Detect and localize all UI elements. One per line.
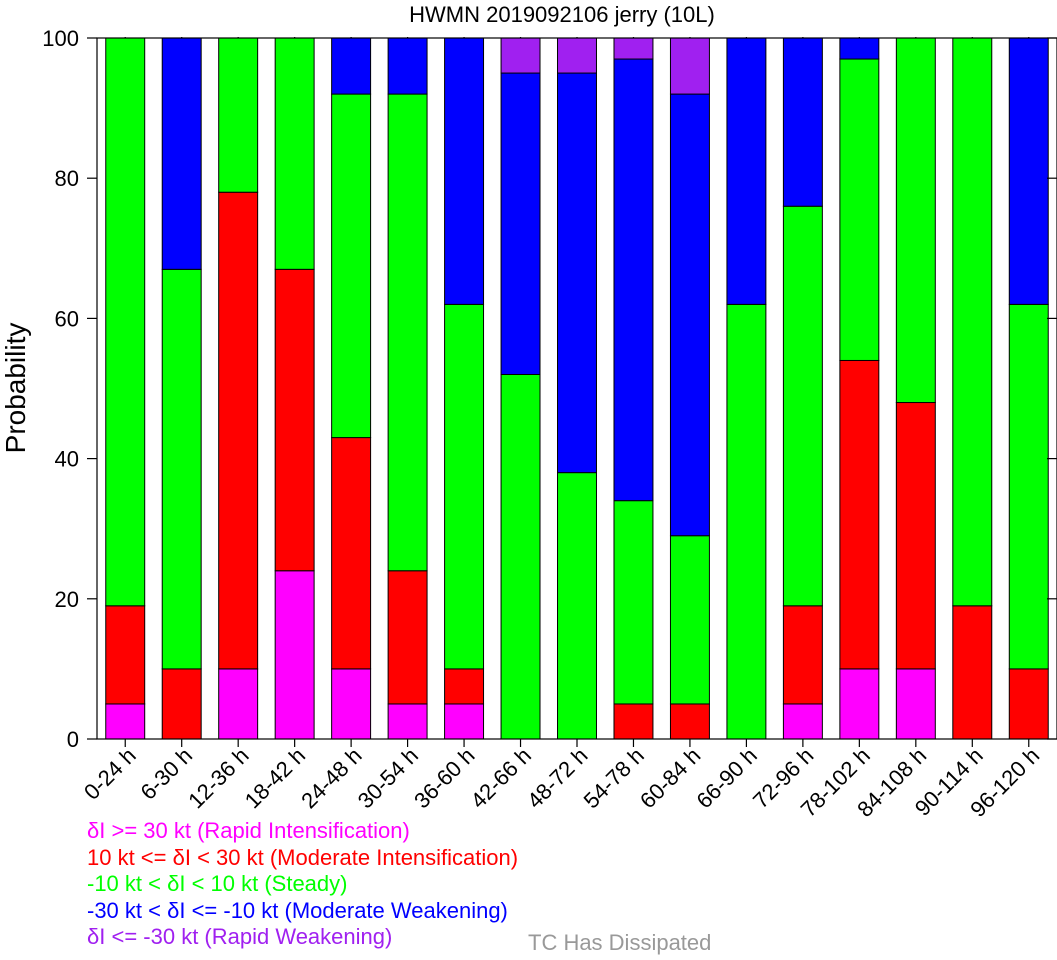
y-axis-label: Probability bbox=[0, 323, 31, 454]
bar-segment-9-3 bbox=[557, 472, 597, 740]
bar-segment-12-3 bbox=[726, 303, 767, 740]
bar-segment-4-2 bbox=[274, 268, 315, 572]
legend-entry-moderate-weakening: -30 kt < δI <= -10 kt (Moderate Weakenin… bbox=[87, 897, 508, 923]
bar-segment-6-1 bbox=[387, 703, 428, 740]
bar-segment-10-3 bbox=[613, 500, 654, 705]
bar-segment-5-4 bbox=[331, 37, 372, 95]
y-tick-label: 20 bbox=[55, 587, 79, 612]
bar-segment-1-3 bbox=[105, 37, 146, 607]
legend-entry-tc-dissipated: TC Has Dissipated bbox=[528, 930, 712, 955]
bar-segment-7-4 bbox=[444, 37, 485, 305]
bars-layer bbox=[105, 37, 1049, 740]
bar-segment-11-2 bbox=[669, 703, 710, 740]
bar-segment-15-2 bbox=[895, 402, 936, 670]
bar-segment-9-5 bbox=[557, 37, 597, 74]
bar-segment-9-4 bbox=[557, 72, 597, 474]
y-tick-label: 100 bbox=[42, 26, 79, 51]
y-tick-label: 80 bbox=[55, 166, 79, 191]
bar-segment-2-3 bbox=[161, 268, 202, 670]
bar-segment-7-1 bbox=[444, 703, 485, 740]
legend-entry-rapid-intensification: δI >= 30 kt (Rapid Intensification) bbox=[87, 818, 410, 843]
legend: δI >= 30 kt (Rapid Intensification) 10 k… bbox=[87, 818, 518, 951]
bar-segment-16-3 bbox=[952, 37, 993, 607]
bar-segment-3-3 bbox=[218, 37, 259, 193]
bar-segment-2-4 bbox=[161, 37, 202, 270]
bar-segment-13-1 bbox=[782, 703, 823, 740]
bar-segment-5-2 bbox=[331, 437, 372, 670]
bar-segment-7-2 bbox=[444, 668, 485, 705]
bar-segment-11-3 bbox=[669, 535, 710, 705]
legend-entry-moderate-intensification: 10 kt <= δI < 30 kt (Moderate Intensific… bbox=[87, 844, 519, 870]
bar-segment-4-3 bbox=[274, 37, 315, 270]
bar-segment-8-3 bbox=[500, 373, 541, 740]
bar-segment-5-1 bbox=[331, 668, 372, 740]
bar-segment-2-2 bbox=[161, 668, 202, 740]
x-tick-label: 12-36 h bbox=[183, 743, 253, 813]
bar-segment-17-4 bbox=[1008, 37, 1049, 305]
x-tick-label: 24-48 h bbox=[296, 743, 366, 813]
x-tick-label: 42-66 h bbox=[466, 743, 536, 813]
bar-segment-16-2 bbox=[952, 605, 993, 740]
x-tick-label: 0-24 h bbox=[79, 743, 141, 805]
bar-segment-14-2 bbox=[839, 359, 880, 670]
bar-segment-5-3 bbox=[331, 93, 372, 439]
y-tick-label: 40 bbox=[55, 447, 79, 472]
bar-segment-15-1 bbox=[895, 668, 936, 740]
bar-segment-14-3 bbox=[839, 58, 880, 361]
x-tick-label: 48-72 h bbox=[522, 743, 592, 813]
bar-segment-4-1 bbox=[274, 570, 315, 740]
bar-segment-3-2 bbox=[218, 191, 259, 670]
bar-segment-6-3 bbox=[387, 93, 428, 572]
bar-segment-17-2 bbox=[1008, 668, 1049, 740]
bar-segment-13-4 bbox=[782, 37, 823, 207]
bar-segment-13-3 bbox=[782, 205, 823, 607]
x-tick-label: 36-60 h bbox=[409, 743, 479, 813]
x-tick-label: 30-54 h bbox=[353, 743, 423, 813]
bar-segment-6-2 bbox=[387, 570, 428, 705]
bar-segment-10-5 bbox=[613, 37, 654, 60]
bar-segment-1-2 bbox=[105, 605, 146, 705]
bar-segment-11-5 bbox=[669, 37, 710, 95]
x-tick-label: 66-90 h bbox=[692, 743, 762, 813]
chart-title: HWMN 2019092106 jerry (10L) bbox=[409, 2, 715, 27]
bar-segment-11-4 bbox=[669, 93, 710, 537]
bar-segment-15-3 bbox=[895, 37, 936, 404]
bar-segment-10-2 bbox=[613, 703, 654, 740]
bar-segment-17-3 bbox=[1008, 303, 1049, 670]
x-tick-label: 54-78 h bbox=[579, 743, 649, 813]
bar-segment-7-3 bbox=[444, 303, 485, 670]
bar-segment-8-5 bbox=[500, 37, 541, 74]
bar-segment-8-4 bbox=[500, 72, 541, 375]
legend-entry-steady: -10 kt < δI < 10 kt (Steady) bbox=[87, 871, 348, 896]
legend-entry-rapid-weakening: δI <= -30 kt (Rapid Weakening) bbox=[87, 924, 393, 949]
x-tick-label: 18-42 h bbox=[240, 743, 310, 813]
bar-segment-13-2 bbox=[782, 605, 823, 705]
y-tick-label: 0 bbox=[67, 727, 79, 752]
x-tick-label: 60-84 h bbox=[635, 743, 705, 813]
bar-segment-14-1 bbox=[839, 668, 880, 740]
bar-segment-6-4 bbox=[387, 37, 428, 95]
bar-segment-12-4 bbox=[726, 37, 767, 305]
bar-segment-14-4 bbox=[839, 37, 880, 60]
bar-segment-1-1 bbox=[105, 703, 146, 740]
y-tick-label: 60 bbox=[55, 306, 79, 331]
bar-segment-3-1 bbox=[218, 668, 259, 740]
bar-segment-10-4 bbox=[613, 58, 654, 502]
